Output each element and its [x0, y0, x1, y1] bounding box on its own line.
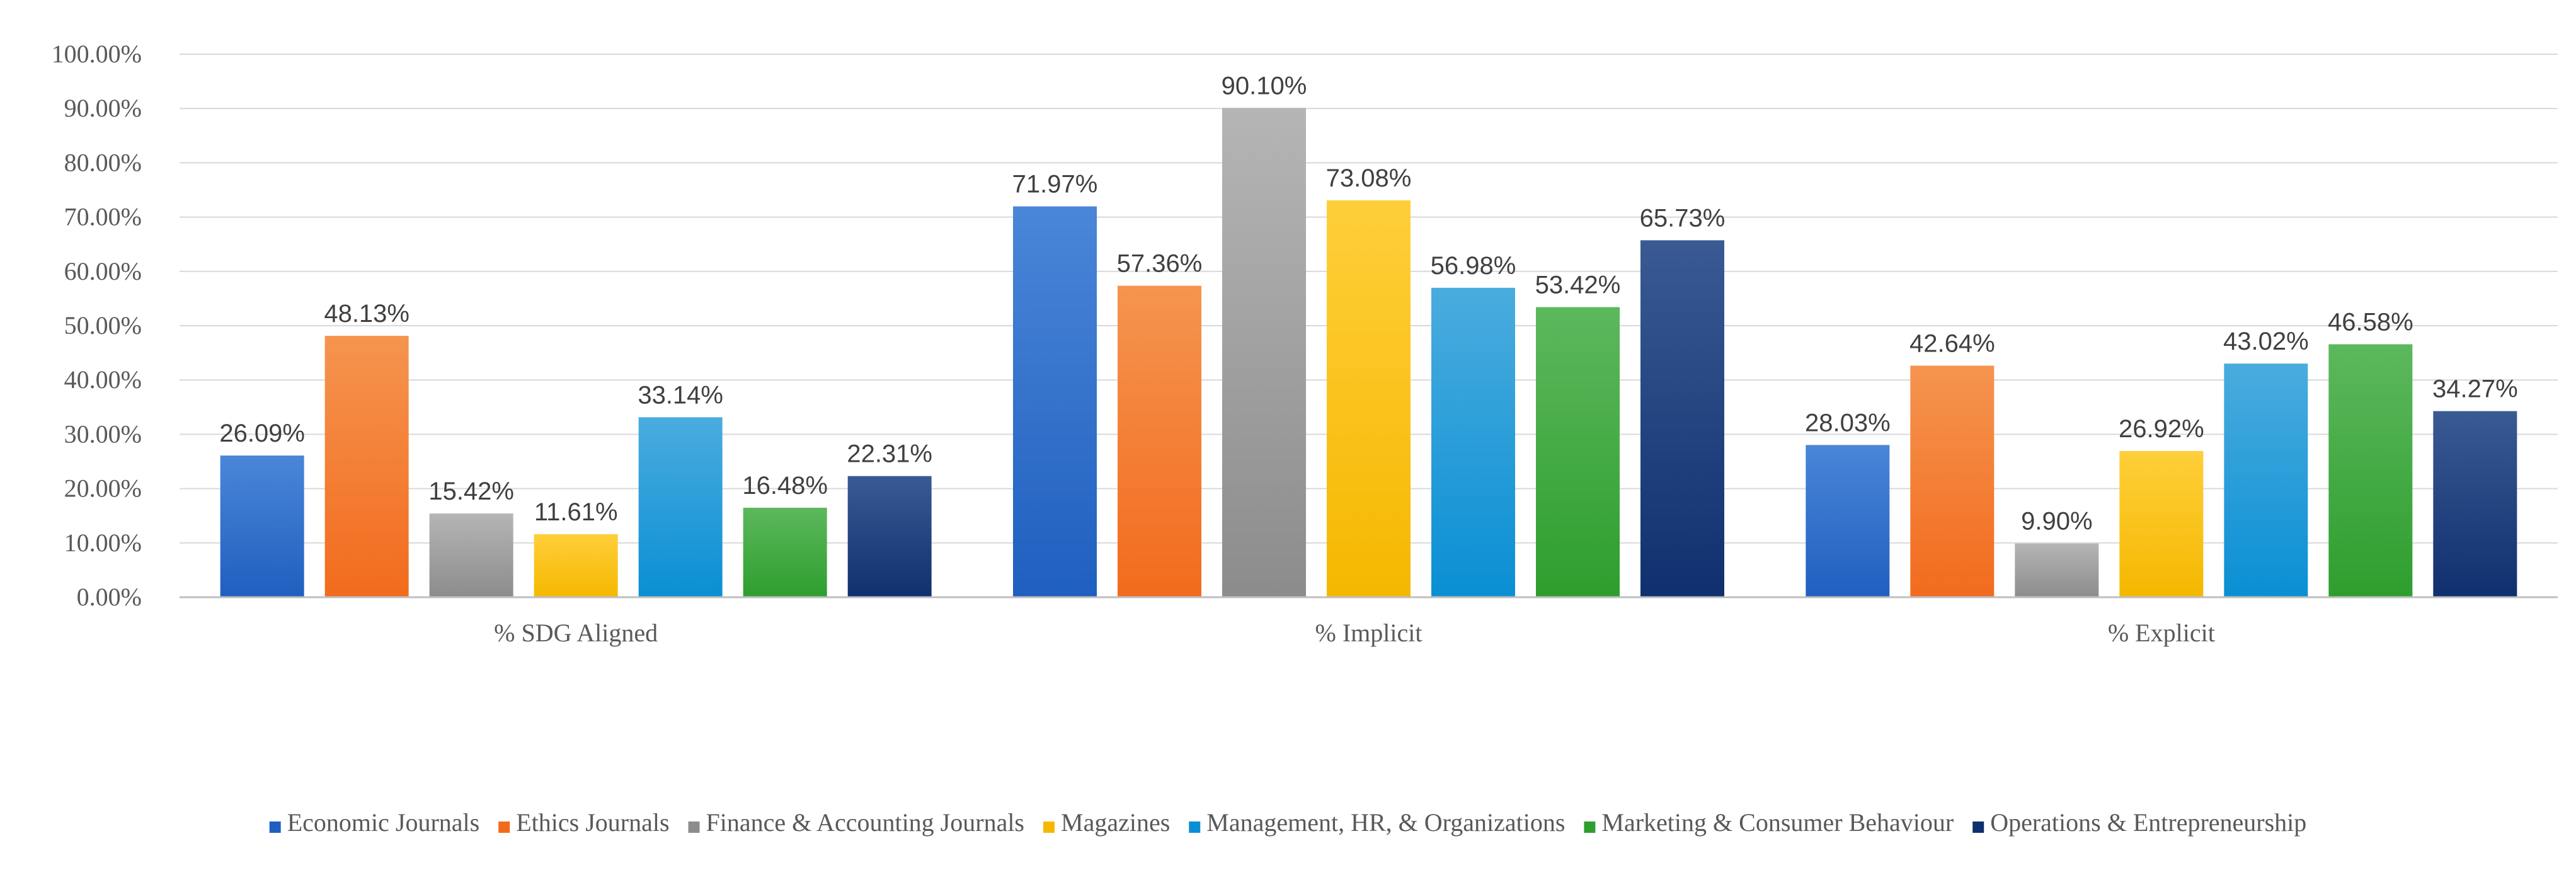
- y-tick-label: 50.00%: [64, 311, 142, 340]
- bar-economic-journals-sdg-aligned: [220, 455, 304, 597]
- legend-swatch: [1584, 821, 1596, 833]
- data-label: 34.27%: [2432, 375, 2518, 403]
- legend-item-ethics-journals: Ethics Journals: [498, 808, 670, 837]
- legend: Economic Journals Ethics Journals Finance …: [269, 808, 2306, 837]
- data-label: 9.90%: [2021, 508, 2092, 535]
- y-tick-label: 20.00%: [64, 474, 142, 503]
- bar-operations-entrepreneurship-implicit: [1640, 240, 1724, 597]
- data-label: 53.42%: [1535, 272, 1621, 299]
- category-label: % SDG Aligned: [494, 619, 658, 647]
- data-label: 56.98%: [1431, 252, 1516, 280]
- y-tick-label: 10.00%: [64, 529, 142, 557]
- bar-marketing-consumer-behaviour-implicit: [1536, 307, 1620, 597]
- bar-management-hr-organizations-implicit: [1431, 287, 1515, 597]
- data-label: 71.97%: [1012, 171, 1098, 198]
- legend-swatch: [1189, 821, 1201, 833]
- category-label: % Explicit: [2108, 619, 2215, 647]
- data-label: 28.03%: [1805, 409, 1891, 437]
- bar-finance-accounting-journals-implicit: [1222, 108, 1306, 597]
- bar-operations-entrepreneurship-sdg-aligned: [847, 476, 932, 597]
- legend-swatch: [1972, 821, 1984, 833]
- data-label: 26.92%: [2119, 415, 2204, 443]
- data-label: 90.10%: [1222, 72, 1307, 100]
- bar-management-hr-organizations-sdg-aligned: [638, 417, 723, 597]
- bar-ethics-journals-explicit: [1910, 365, 1995, 597]
- legend-label: Ethics Journals: [516, 808, 669, 837]
- legend-item-finance-accounting-journals: Finance & Accounting Journals: [688, 808, 1024, 837]
- bar-ethics-journals-sdg-aligned: [324, 336, 409, 597]
- legend-item-operations-entrepreneurship: Operations & Entrepreneurship: [1972, 808, 2306, 837]
- legend-item-marketing-consumer-behaviour: Marketing & Consumer Behaviour: [1584, 808, 1954, 837]
- legend-label: Operations & Entrepreneurship: [1990, 808, 2306, 837]
- data-label: 65.73%: [1640, 204, 1726, 232]
- data-label: 26.09%: [219, 420, 305, 447]
- bar-economic-journals-implicit: [1013, 206, 1097, 597]
- legend-label: Economic Journals: [287, 808, 480, 837]
- data-label: 73.08%: [1326, 164, 1412, 192]
- y-axis-ticks: 0.00% 10.00% 20.00% 30.00% 40.00% 50.00% 60.00…: [52, 40, 142, 611]
- data-label: 33.14%: [638, 381, 723, 409]
- category-labels: % SDG Aligned % Implicit % Explicit: [494, 619, 2215, 647]
- bar-marketing-consumer-behaviour-sdg-aligned: [743, 507, 827, 597]
- legend-label: Magazines: [1061, 808, 1170, 837]
- bar-ethics-journals-implicit: [1118, 285, 1201, 597]
- legend-label: Marketing & Consumer Behaviour: [1601, 808, 1954, 837]
- data-label: 15.42%: [428, 478, 514, 505]
- data-label: 46.58%: [2328, 308, 2413, 336]
- data-label: 11.61%: [534, 498, 618, 526]
- legend-label: Finance & Accounting Journals: [706, 808, 1024, 837]
- bars: [220, 108, 2517, 597]
- bar-finance-accounting-journals-sdg-aligned: [429, 513, 513, 597]
- data-label: 42.64%: [1909, 329, 1995, 357]
- legend-swatch: [269, 821, 281, 833]
- legend-swatch: [498, 821, 510, 833]
- y-tick-label: 40.00%: [64, 365, 142, 394]
- category-label: % Implicit: [1315, 619, 1423, 647]
- bar-marketing-consumer-behaviour-explicit: [2328, 344, 2413, 597]
- bar-finance-accounting-journals-explicit: [2015, 543, 2099, 597]
- bar-magazines-implicit: [1327, 200, 1411, 597]
- legend-item-management-hr-organizations: Management, HR, & Organizations: [1189, 808, 1565, 837]
- y-tick-label: 100.00%: [52, 40, 142, 68]
- y-tick-label: 60.00%: [64, 257, 142, 285]
- legend-swatch: [688, 821, 700, 833]
- y-tick-label: 0.00%: [77, 583, 142, 611]
- legend-label: Management, HR, & Organizations: [1206, 808, 1565, 837]
- bar-magazines-explicit: [2119, 450, 2204, 597]
- data-label: 16.48%: [742, 472, 828, 500]
- legend-item-magazines: Magazines: [1043, 808, 1170, 837]
- data-label: 43.02%: [2223, 328, 2309, 355]
- legend-item-economic-journals: Economic Journals: [269, 808, 480, 837]
- y-tick-label: 90.00%: [64, 94, 142, 122]
- data-label: 22.31%: [847, 440, 932, 468]
- data-label: 57.36%: [1117, 250, 1203, 278]
- bar-operations-entrepreneurship-explicit: [2433, 411, 2517, 597]
- y-tick-label: 80.00%: [64, 148, 142, 176]
- y-tick-label: 70.00%: [64, 203, 142, 231]
- y-tick-label: 30.00%: [64, 420, 142, 448]
- legend-swatch: [1043, 821, 1055, 833]
- bar-management-hr-organizations-explicit: [2224, 363, 2308, 597]
- bar-magazines-sdg-aligned: [534, 534, 618, 597]
- bar-economic-journals-explicit: [1806, 445, 1890, 597]
- data-label: 48.13%: [324, 300, 409, 328]
- data-labels: 26.09% 48.13% 15.42% 11.61% 33.14% 16.48% 22.3…: [219, 72, 2517, 535]
